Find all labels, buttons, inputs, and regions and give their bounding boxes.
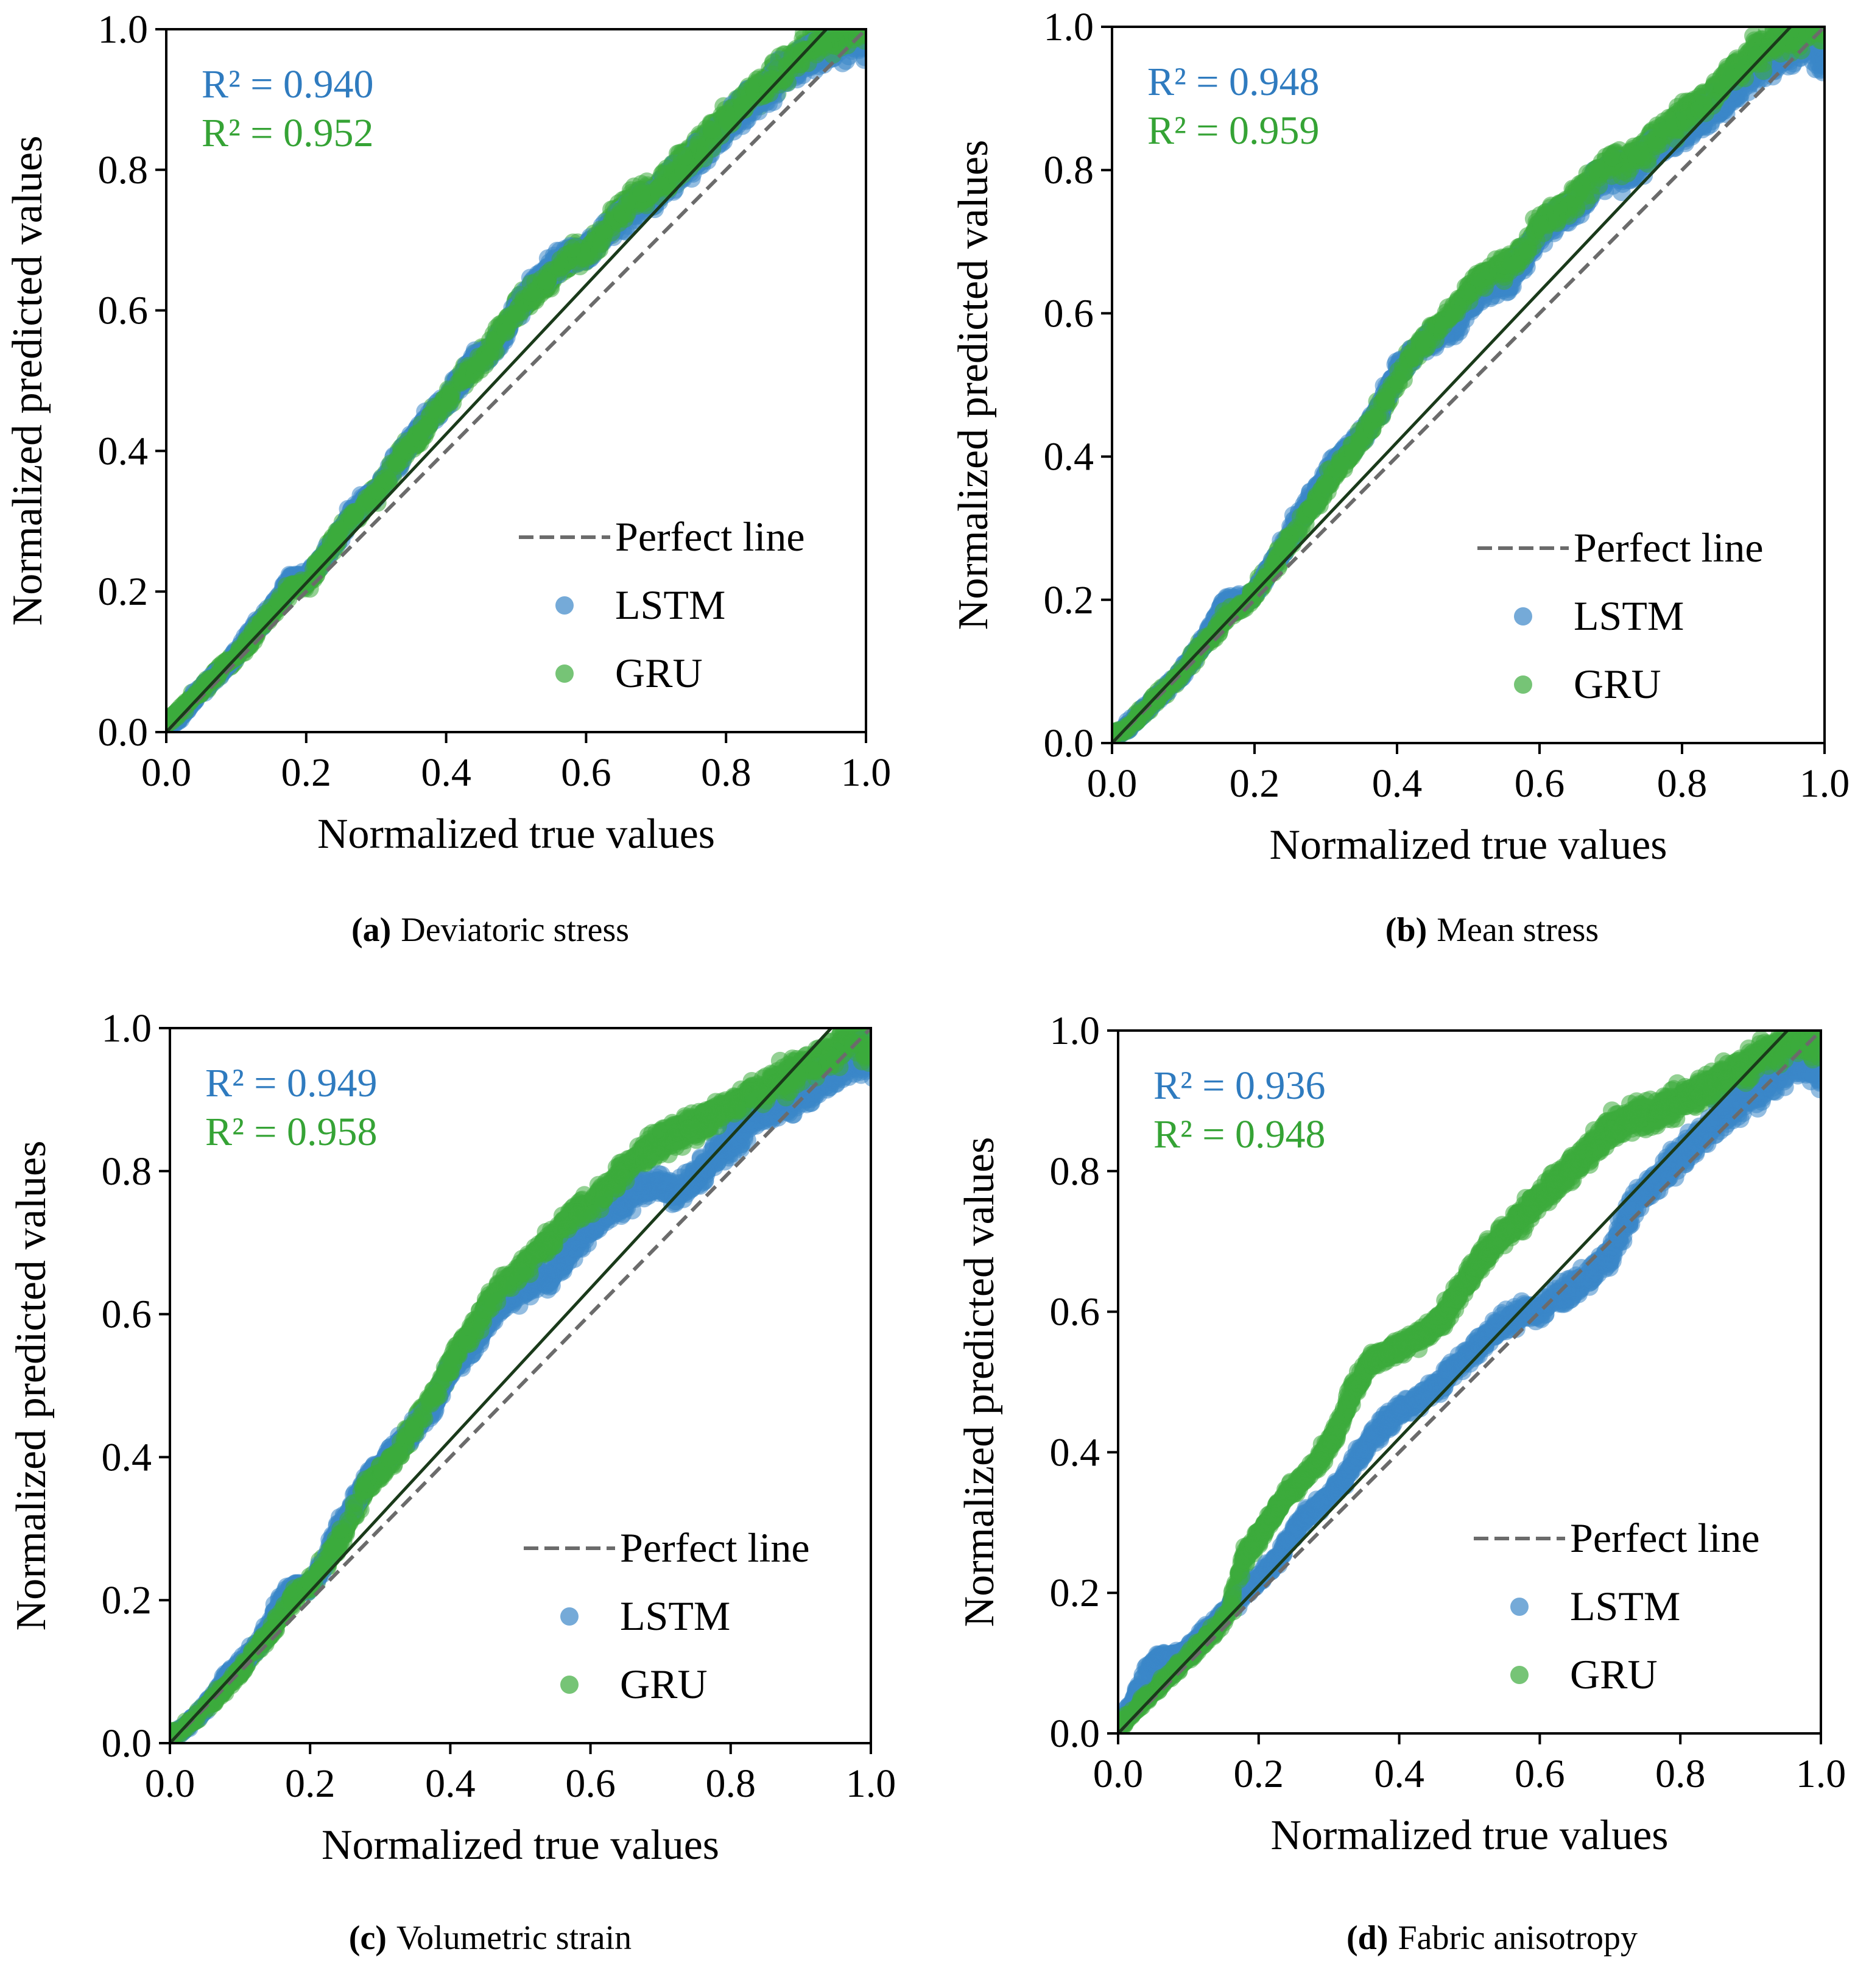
x-tick-label: 0.6 xyxy=(561,750,611,795)
legend-label: Perfect line xyxy=(615,513,805,560)
y-tick-label: 0.2 xyxy=(98,569,149,614)
legend: Perfect line LSTM GRU xyxy=(519,513,805,696)
scatter-point xyxy=(497,323,515,342)
y-tick-label: 0.8 xyxy=(98,148,149,192)
legend-marker-lstm xyxy=(555,596,574,615)
scatter-point xyxy=(537,272,555,290)
panel-label: (a) xyxy=(351,911,391,949)
x-tick-label: 0.4 xyxy=(421,750,471,795)
y-tick-label: 0.6 xyxy=(98,289,149,333)
legend-label: LSTM xyxy=(615,582,725,628)
scatter-point xyxy=(848,12,866,30)
legend-label: GRU xyxy=(615,650,703,696)
panel-caption: (a) Deviatoric stress xyxy=(351,911,629,949)
scatter-point xyxy=(703,121,721,139)
x-tick-label: 0.2 xyxy=(281,750,332,795)
r2-annotation-lstm: R² = 0.940 xyxy=(202,62,374,107)
y-tick-label: 0.4 xyxy=(98,429,149,473)
y-tick-label: 1.0 xyxy=(98,7,149,52)
panel-b: 0.00.00.20.20.40.40.60.60.80.81.01.0Norm… xyxy=(950,0,1850,949)
scatter-point xyxy=(856,12,875,30)
r2-annotation-gru: R² = 0.952 xyxy=(202,111,374,155)
x-tick-label: 1.0 xyxy=(841,750,892,795)
scatter-point xyxy=(839,9,857,27)
scatter-point xyxy=(853,11,871,29)
x-tick-label: 0.0 xyxy=(141,750,192,795)
panel-caption-text: Deviatoric stress xyxy=(401,911,629,949)
x-tick-label: 0.8 xyxy=(701,750,751,795)
panel-a: 0.00.0 0.2 0.2 0.4 0.4 0.6 0.6 0.8 0.8 1.0 1.0 Norm… xyxy=(4,5,891,949)
scatter-point xyxy=(841,9,859,27)
x-axis-label: Normalized true values xyxy=(317,811,715,858)
scatter-point xyxy=(839,5,857,24)
y-axis-label: Normalized predicted values xyxy=(4,136,51,626)
y-tick-label: 0.0 xyxy=(98,710,149,755)
scatter-point xyxy=(412,423,431,441)
scatter-point xyxy=(842,9,861,27)
scatter-point xyxy=(843,12,862,30)
scatter-point xyxy=(480,348,499,366)
scatter-point xyxy=(633,185,651,203)
legend-marker-gru xyxy=(555,664,574,683)
